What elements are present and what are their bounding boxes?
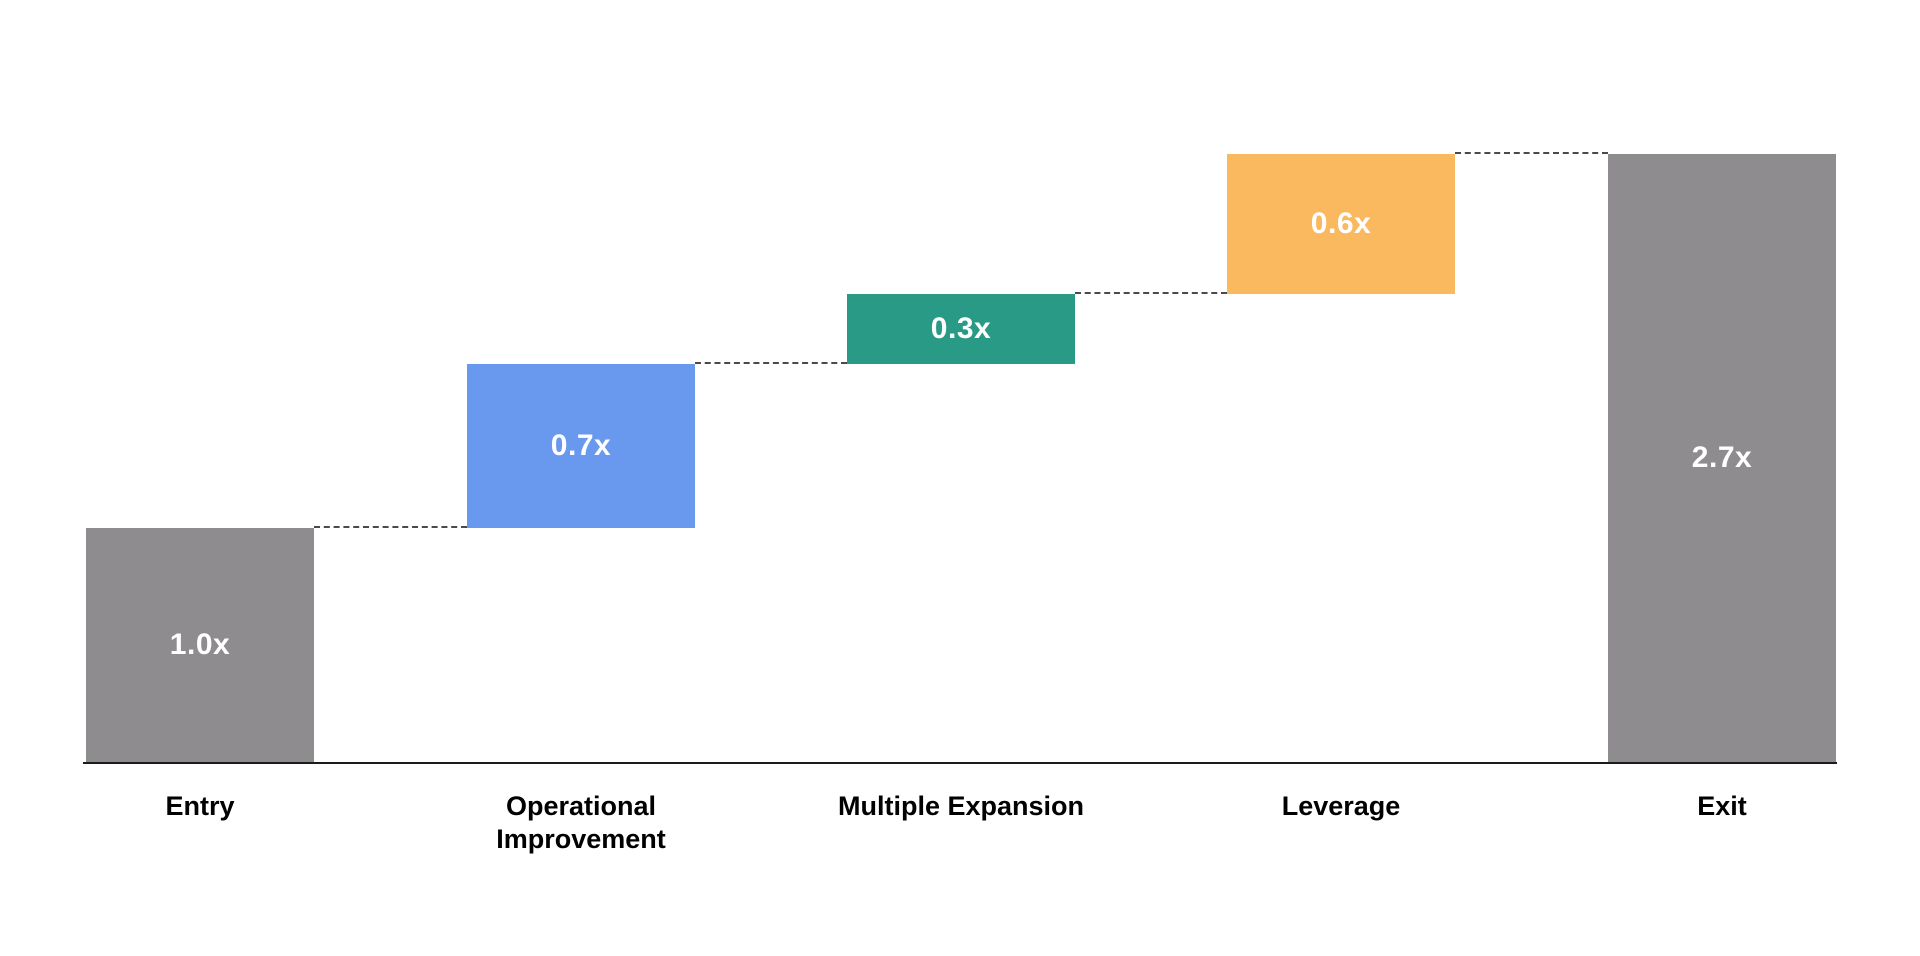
bar-value-label: 0.6x (1310, 207, 1372, 240)
bar-value-label: 1.0x (169, 628, 231, 661)
waterfall-connector (1075, 292, 1227, 294)
category-label-leverage: Leverage (1281, 791, 1401, 821)
bar-leverage: 0.6x (1227, 154, 1455, 294)
bar-exit: 2.7x (1608, 154, 1836, 762)
category-label-operational-improvement: Operational Improvement (496, 791, 666, 854)
waterfall-connector (314, 526, 467, 528)
category-label-multiple-expansion: Multiple Expansion (837, 791, 1085, 821)
bar-value-label: 2.7x (1691, 441, 1753, 474)
x-axis-line (83, 762, 1837, 764)
category-label-exit: Exit (1697, 791, 1747, 821)
waterfall-connector (1455, 152, 1608, 154)
bar-entry: 1.0x (86, 528, 314, 762)
bar-value-label: 0.7x (550, 429, 612, 462)
bar-value-label: 0.3x (930, 312, 992, 345)
waterfall-connector (695, 362, 847, 364)
bar-multiple-expansion: 0.3x (847, 294, 1075, 364)
bar-operational-improvement: 0.7x (467, 364, 695, 528)
category-label-entry: Entry (165, 791, 235, 821)
